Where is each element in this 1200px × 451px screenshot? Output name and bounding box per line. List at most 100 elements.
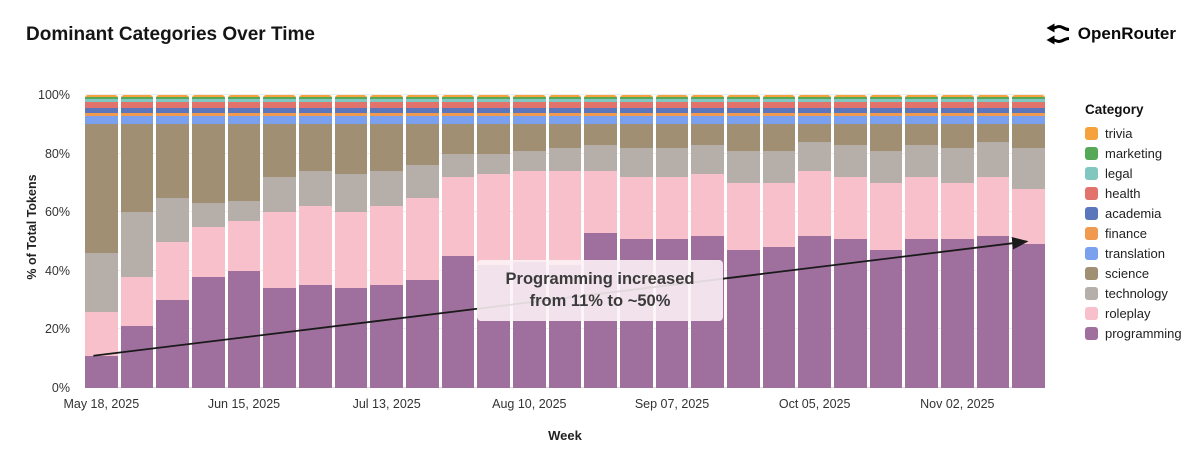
bar-segment-finance[interactable]: [548, 112, 582, 116]
bar-segment-science[interactable]: [406, 124, 439, 166]
bar-segment-finance[interactable]: [120, 112, 154, 116]
bar-segment-legal[interactable]: [370, 99, 404, 103]
bar-segment-science[interactable]: [727, 124, 760, 151]
bar-segment-translation[interactable]: [370, 115, 404, 125]
bar-segment-academia[interactable]: [976, 108, 1010, 113]
stacked-bar[interactable]: [334, 95, 368, 388]
bar-segment-technology[interactable]: [905, 144, 939, 178]
bar-segment-academia[interactable]: [1012, 108, 1046, 113]
bar-segment-technology[interactable]: [370, 171, 404, 207]
bar-segment-health[interactable]: [192, 102, 225, 109]
bar-segment-legal[interactable]: [406, 99, 439, 103]
stacked-bar[interactable]: [1012, 95, 1046, 388]
bar-segment-finance[interactable]: [299, 112, 332, 116]
bar-segment-roleplay[interactable]: [513, 171, 546, 263]
stacked-bar[interactable]: [691, 95, 725, 388]
bar-segment-finance[interactable]: [513, 112, 546, 116]
bar-segment-science[interactable]: [869, 124, 903, 151]
bar-segment-programming[interactable]: [976, 235, 1010, 388]
bar-segment-trivia[interactable]: [227, 95, 261, 97]
bar-segment-roleplay[interactable]: [584, 171, 618, 233]
stacked-bar[interactable]: [192, 95, 225, 388]
bar-segment-academia[interactable]: [869, 108, 903, 113]
stacked-bar[interactable]: [406, 95, 439, 388]
bar-segment-programming[interactable]: [227, 270, 261, 388]
bar-segment-translation[interactable]: [192, 115, 225, 125]
bar-segment-trivia[interactable]: [976, 95, 1010, 97]
bar-segment-roleplay[interactable]: [441, 177, 475, 257]
bar-segment-roleplay[interactable]: [691, 174, 725, 236]
bar-segment-legal[interactable]: [1012, 99, 1046, 103]
bar-segment-academia[interactable]: [156, 108, 190, 113]
bar-segment-legal[interactable]: [156, 99, 190, 103]
stacked-bar[interactable]: [584, 95, 618, 388]
bar-segment-trivia[interactable]: [691, 95, 725, 97]
stacked-bar[interactable]: [227, 95, 261, 388]
bar-segment-translation[interactable]: [941, 115, 974, 125]
bar-segment-marketing[interactable]: [156, 96, 190, 100]
legend-item-science[interactable]: science: [1085, 266, 1195, 281]
bar-segment-marketing[interactable]: [976, 96, 1010, 100]
bar-segment-academia[interactable]: [263, 108, 297, 113]
bar-segment-trivia[interactable]: [1012, 95, 1046, 97]
bar-segment-translation[interactable]: [227, 115, 261, 125]
bar-segment-academia[interactable]: [85, 108, 118, 113]
bar-segment-technology[interactable]: [85, 253, 118, 312]
bar-segment-trivia[interactable]: [156, 95, 190, 97]
bar-segment-finance[interactable]: [370, 112, 404, 116]
bar-segment-translation[interactable]: [905, 115, 939, 125]
bar-segment-science[interactable]: [655, 124, 689, 148]
bar-segment-academia[interactable]: [834, 108, 867, 113]
bar-segment-trivia[interactable]: [834, 95, 867, 97]
bar-segment-marketing[interactable]: [548, 96, 582, 100]
bar-segment-finance[interactable]: [727, 112, 760, 116]
bar-segment-legal[interactable]: [548, 99, 582, 103]
bar-segment-finance[interactable]: [477, 112, 511, 116]
bar-segment-programming[interactable]: [905, 238, 939, 388]
bar-segment-legal[interactable]: [834, 99, 867, 103]
legend-item-roleplay[interactable]: roleplay: [1085, 306, 1195, 321]
bar-segment-translation[interactable]: [406, 115, 439, 125]
bar-segment-finance[interactable]: [263, 112, 297, 116]
bar-segment-legal[interactable]: [477, 99, 511, 103]
bar-segment-programming[interactable]: [727, 250, 760, 388]
bar-segment-health[interactable]: [976, 102, 1010, 109]
bar-segment-translation[interactable]: [1012, 115, 1046, 125]
bar-segment-trivia[interactable]: [620, 95, 653, 97]
bar-segment-science[interactable]: [156, 124, 190, 198]
bar-segment-health[interactable]: [441, 102, 475, 109]
bar-segment-trivia[interactable]: [727, 95, 760, 97]
bar-segment-academia[interactable]: [727, 108, 760, 113]
bar-segment-legal[interactable]: [941, 99, 974, 103]
bar-segment-translation[interactable]: [834, 115, 867, 125]
bar-segment-trivia[interactable]: [869, 95, 903, 97]
bar-segment-science[interactable]: [941, 124, 974, 148]
bar-segment-marketing[interactable]: [727, 96, 760, 100]
bar-segment-trivia[interactable]: [120, 95, 154, 97]
bar-segment-technology[interactable]: [477, 153, 511, 175]
bar-segment-translation[interactable]: [513, 115, 546, 125]
stacked-bar[interactable]: [834, 95, 867, 388]
bar-segment-translation[interactable]: [584, 115, 618, 125]
bar-segment-finance[interactable]: [976, 112, 1010, 116]
bar-segment-health[interactable]: [798, 102, 832, 109]
bar-segment-programming[interactable]: [85, 355, 118, 388]
bar-segment-health[interactable]: [227, 102, 261, 109]
bar-segment-legal[interactable]: [762, 99, 796, 103]
bar-segment-translation[interactable]: [691, 115, 725, 125]
bar-segment-technology[interactable]: [1012, 147, 1046, 189]
bar-segment-science[interactable]: [798, 124, 832, 142]
bar-segment-finance[interactable]: [441, 112, 475, 116]
legend-item-academia[interactable]: academia: [1085, 206, 1195, 221]
bar-segment-finance[interactable]: [798, 112, 832, 116]
bar-segment-roleplay[interactable]: [263, 212, 297, 289]
stacked-bar[interactable]: [762, 95, 796, 388]
bar-segment-science[interactable]: [620, 124, 653, 148]
bar-segment-finance[interactable]: [85, 112, 118, 116]
bar-segment-trivia[interactable]: [655, 95, 689, 97]
bar-segment-translation[interactable]: [976, 115, 1010, 125]
bar-segment-academia[interactable]: [513, 108, 546, 113]
bar-segment-academia[interactable]: [406, 108, 439, 113]
bar-segment-programming[interactable]: [156, 300, 190, 388]
bar-segment-finance[interactable]: [584, 112, 618, 116]
